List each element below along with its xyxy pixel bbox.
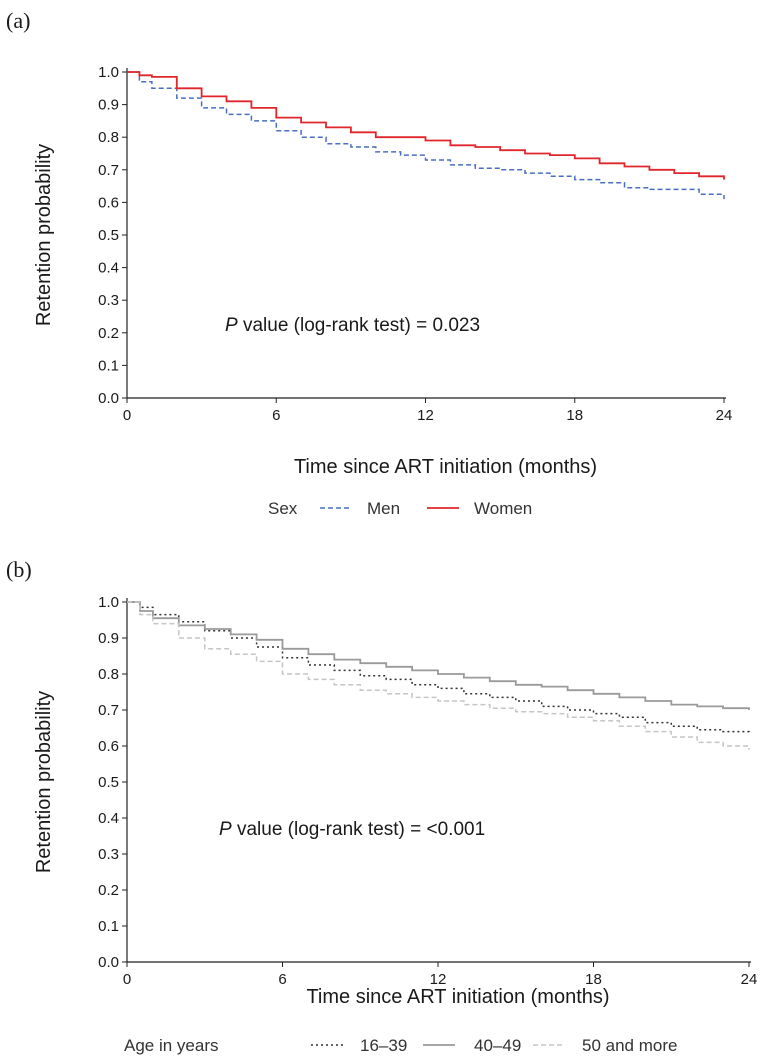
legend-label-1: 40–49: [474, 1036, 521, 1055]
x-tick-label: 0: [123, 971, 131, 988]
x-tick-label: 24: [716, 407, 733, 424]
chart-panel-b: (b) 0.0 0.1 0.2 0.3 0.4 0.5 0.6 0.7 0.8 0.9 1.0 0 6 12…: [6, 557, 757, 1055]
y-tick-label: 1.0: [98, 64, 119, 81]
legend-title: Sex: [268, 499, 298, 518]
legend-label-1: Women: [474, 499, 532, 518]
p-value-text: value (log-rank test) = 0.023: [238, 315, 480, 336]
y-tick-label: 0.9: [98, 630, 119, 647]
y-tick-label: 0.4: [98, 810, 119, 827]
y-tick-label: 0.4: [98, 260, 119, 277]
y-tick-label: 0.6: [98, 194, 119, 211]
y-tick-label: 0.3: [98, 846, 119, 863]
y-tick-label: 0.9: [98, 97, 119, 114]
p-value-annotation: P value (log-rank test) = <0.001: [219, 819, 485, 840]
series-line-0: [127, 71, 725, 200]
x-tick-label: 18: [585, 971, 602, 988]
series-line-1: [127, 601, 750, 710]
y-tick-label: 0.1: [98, 357, 119, 374]
legend-label-2: 50 and more: [582, 1036, 677, 1055]
y-tick-label: 0.5: [98, 227, 119, 244]
panel-label: (b): [6, 557, 32, 582]
y-tick-label: 0.3: [98, 292, 119, 309]
x-tick-label: 6: [272, 407, 280, 424]
x-axis-title: Time since ART initiation (months): [306, 986, 609, 1008]
legend-title: Age in years: [124, 1036, 219, 1055]
p-value-symbol: P: [225, 315, 238, 336]
y-axis-title: Retention probability: [33, 691, 55, 873]
y-tick-label: 0.0: [98, 390, 119, 407]
y-tick-label: 0.6: [98, 738, 119, 755]
series-line-2: [127, 601, 750, 750]
p-value-annotation: P value (log-rank test) = 0.023: [225, 315, 480, 336]
y-tick-label: 0.8: [98, 129, 119, 146]
legend: Age in years 16–39 40–49 50 and more: [124, 1036, 677, 1055]
series-line-1: [127, 71, 725, 180]
x-tick-label: 18: [566, 407, 583, 424]
p-value-symbol: P: [219, 819, 232, 840]
x-tick-label: 12: [417, 407, 434, 424]
legend: Sex Men Women: [268, 499, 532, 518]
x-axis-title: Time since ART initiation (months): [294, 456, 597, 478]
y-tick-label: 0.7: [98, 162, 119, 179]
series-line-0: [127, 601, 750, 734]
y-tick-label: 0.1: [98, 918, 119, 935]
y-tick-label: 0.7: [98, 702, 119, 719]
legend-label-0: 16–39: [360, 1036, 407, 1055]
y-tick-label: 1.0: [98, 594, 119, 611]
y-tick-label: 0.5: [98, 774, 119, 791]
legend-label-0: Men: [367, 499, 400, 518]
p-value-text: value (log-rank test) = <0.001: [232, 819, 485, 840]
x-tick-label: 0: [123, 407, 131, 424]
y-axis-title: Retention probability: [33, 144, 55, 326]
panel-label: (a): [6, 8, 30, 33]
y-tick-label: 0.2: [98, 325, 119, 342]
chart-panel-a: (a) 0.0 0.1 0.2 0.3 0.4 0.5 0.6 0.7 0.8 0.9 1.0 0 6 12…: [6, 8, 732, 518]
x-tick-label: 6: [278, 971, 286, 988]
y-tick-label: 0.0: [98, 954, 119, 971]
y-tick-label: 0.8: [98, 666, 119, 683]
x-tick-label: 24: [741, 971, 758, 988]
y-tick-label: 0.2: [98, 882, 119, 899]
x-tick-label: 12: [430, 971, 447, 988]
